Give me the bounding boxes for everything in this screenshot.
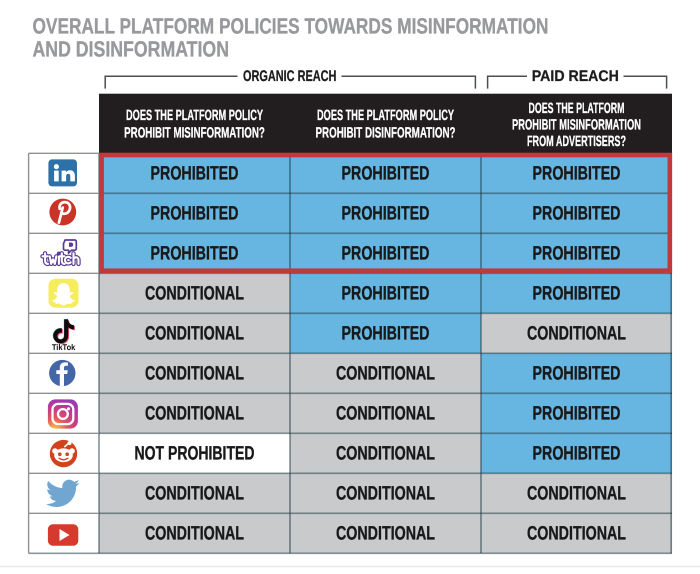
svg-text:PAID REACH: PAID REACH — [532, 68, 619, 85]
svg-text:PROHIBITED: PROHIBITED — [533, 164, 621, 185]
svg-text:TikTok: TikTok — [52, 342, 76, 352]
svg-text:PROHIBITED: PROHIBITED — [342, 204, 430, 225]
svg-text:PROHIBITED: PROHIBITED — [342, 244, 430, 265]
svg-text:PROHIBITED: PROHIBITED — [533, 364, 621, 385]
svg-text:CONDITIONAL: CONDITIONAL — [336, 444, 435, 465]
svg-text:PROHIBITED: PROHIBITED — [533, 444, 621, 465]
svg-text:DOES THE PLATFORM: DOES THE PLATFORM — [529, 101, 625, 117]
svg-text:PROHIBIT DISINFORMATION?: PROHIBIT DISINFORMATION? — [316, 125, 456, 141]
svg-text:CONDITIONAL: CONDITIONAL — [145, 324, 244, 345]
svg-text:CONDITIONAL: CONDITIONAL — [145, 484, 244, 505]
svg-text:CONDITIONAL: CONDITIONAL — [527, 324, 626, 345]
svg-text:FROM ADVERTISERS?: FROM ADVERTISERS? — [527, 134, 626, 150]
svg-text:CONDITIONAL: CONDITIONAL — [145, 284, 244, 305]
svg-text:CONDITIONAL: CONDITIONAL — [336, 404, 435, 425]
svg-text:CONDITIONAL: CONDITIONAL — [145, 404, 244, 425]
svg-text:PROHIBITED: PROHIBITED — [342, 164, 430, 185]
svg-text:CONDITIONAL: CONDITIONAL — [336, 484, 435, 505]
svg-text:PROHIBITED: PROHIBITED — [151, 244, 239, 265]
svg-text:PROHIBITED: PROHIBITED — [342, 284, 430, 305]
svg-text:DOES THE PLATFORM POLICY: DOES THE PLATFORM POLICY — [317, 108, 454, 124]
svg-text:PROHIBITED: PROHIBITED — [151, 204, 239, 225]
svg-text:PROHIBITED: PROHIBITED — [342, 324, 430, 345]
svg-text:PROHIBITED: PROHIBITED — [533, 284, 621, 305]
svg-text:PROHIBITED: PROHIBITED — [151, 164, 239, 185]
svg-text:PROHIBIT MISINFORMATION: PROHIBIT MISINFORMATION — [512, 118, 641, 134]
svg-text:CONDITIONAL: CONDITIONAL — [336, 364, 435, 385]
svg-text:ORGANIC REACH: ORGANIC REACH — [243, 68, 336, 85]
svg-text:CONDITIONAL: CONDITIONAL — [527, 484, 626, 505]
svg-text:PROHIBITED: PROHIBITED — [533, 244, 621, 265]
svg-text:CONDITIONAL: CONDITIONAL — [145, 524, 244, 545]
svg-text:PROHIBIT MISINFORMATION?: PROHIBIT MISINFORMATION? — [124, 125, 265, 141]
svg-text:CONDITIONAL: CONDITIONAL — [145, 364, 244, 385]
svg-text:PROHIBITED: PROHIBITED — [533, 204, 621, 225]
svg-text:CONDITIONAL: CONDITIONAL — [336, 524, 435, 545]
svg-text:OVERALL PLATFORM POLICIES TOWA: OVERALL PLATFORM POLICIES TOWARDS MISINF… — [33, 13, 549, 38]
svg-text:NOT PROHIBITED: NOT PROHIBITED — [135, 444, 255, 465]
svg-text:DOES THE PLATFORM POLICY: DOES THE PLATFORM POLICY — [126, 108, 263, 124]
svg-text:PROHIBITED: PROHIBITED — [533, 404, 621, 425]
svg-text:CONDITIONAL: CONDITIONAL — [527, 524, 626, 545]
svg-text:AND DISINFORMATION: AND DISINFORMATION — [33, 36, 230, 61]
